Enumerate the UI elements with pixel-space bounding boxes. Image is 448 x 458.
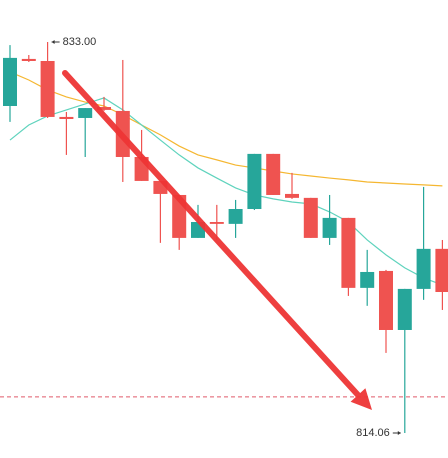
candle-body — [416, 248, 431, 289]
candle-body — [360, 271, 375, 288]
candle-body — [435, 248, 448, 293]
candle-body — [341, 217, 356, 288]
arrow-head — [350, 388, 372, 410]
candle-body — [228, 209, 243, 224]
candle-body — [3, 57, 17, 106]
candle-body — [379, 270, 393, 330]
candle-body — [247, 153, 262, 210]
candle-body — [78, 108, 93, 118]
moving-average-line — [9, 71, 443, 187]
candles — [3, 42, 448, 433]
candle-body — [303, 197, 318, 238]
candle-body — [285, 193, 299, 198]
candle-body — [59, 116, 74, 120]
max-pointer-head — [51, 40, 55, 44]
candle-body — [21, 58, 36, 61]
trend-arrow — [62, 70, 372, 410]
max-label: 833.00 — [63, 36, 97, 48]
candle-body — [397, 288, 412, 330]
candle-body — [266, 153, 281, 195]
candle-body — [322, 217, 337, 238]
arrow-shaft — [62, 70, 361, 398]
candle-body — [209, 222, 224, 224]
candle-body — [40, 60, 55, 117]
min-label: 814.06 — [356, 427, 390, 439]
moving-averages — [9, 71, 443, 286]
min-pointer-head — [397, 431, 401, 435]
candle-body — [97, 107, 111, 110]
moving-average-line — [9, 97, 443, 286]
